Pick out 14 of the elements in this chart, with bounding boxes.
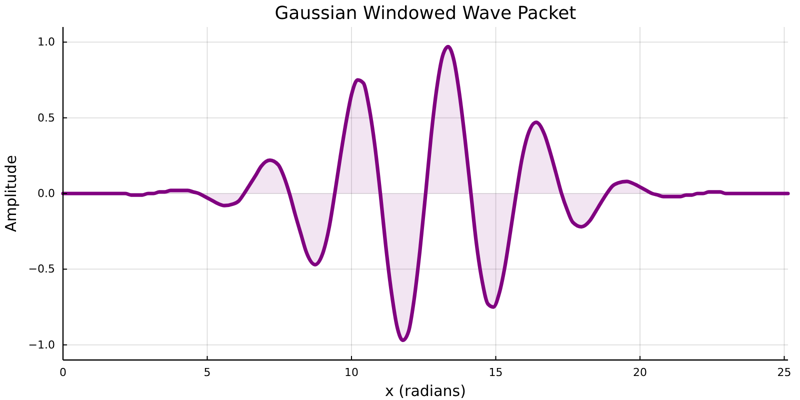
y-tick-label: −0.5 xyxy=(28,262,55,276)
x-tick-label: 20 xyxy=(633,366,647,379)
y-tick-label: 1.0 xyxy=(38,36,55,49)
y-tick-label: −1.0 xyxy=(28,338,55,352)
y-tick-label: 0.5 xyxy=(38,111,55,124)
x-tick-label: 10 xyxy=(344,366,358,379)
x-tick-label: 5 xyxy=(204,366,211,379)
y-tick-label: 0.0 xyxy=(38,187,55,200)
x-tick-label: 0 xyxy=(60,366,66,379)
x-tick-label: 25 xyxy=(777,366,792,379)
chart-title: Gaussian Windowed Wave Packet xyxy=(274,3,576,24)
y-axis-title: Amplitude xyxy=(2,155,20,232)
x-axis-title: x (radians) xyxy=(385,382,466,400)
x-tick-label: 15 xyxy=(488,366,503,379)
